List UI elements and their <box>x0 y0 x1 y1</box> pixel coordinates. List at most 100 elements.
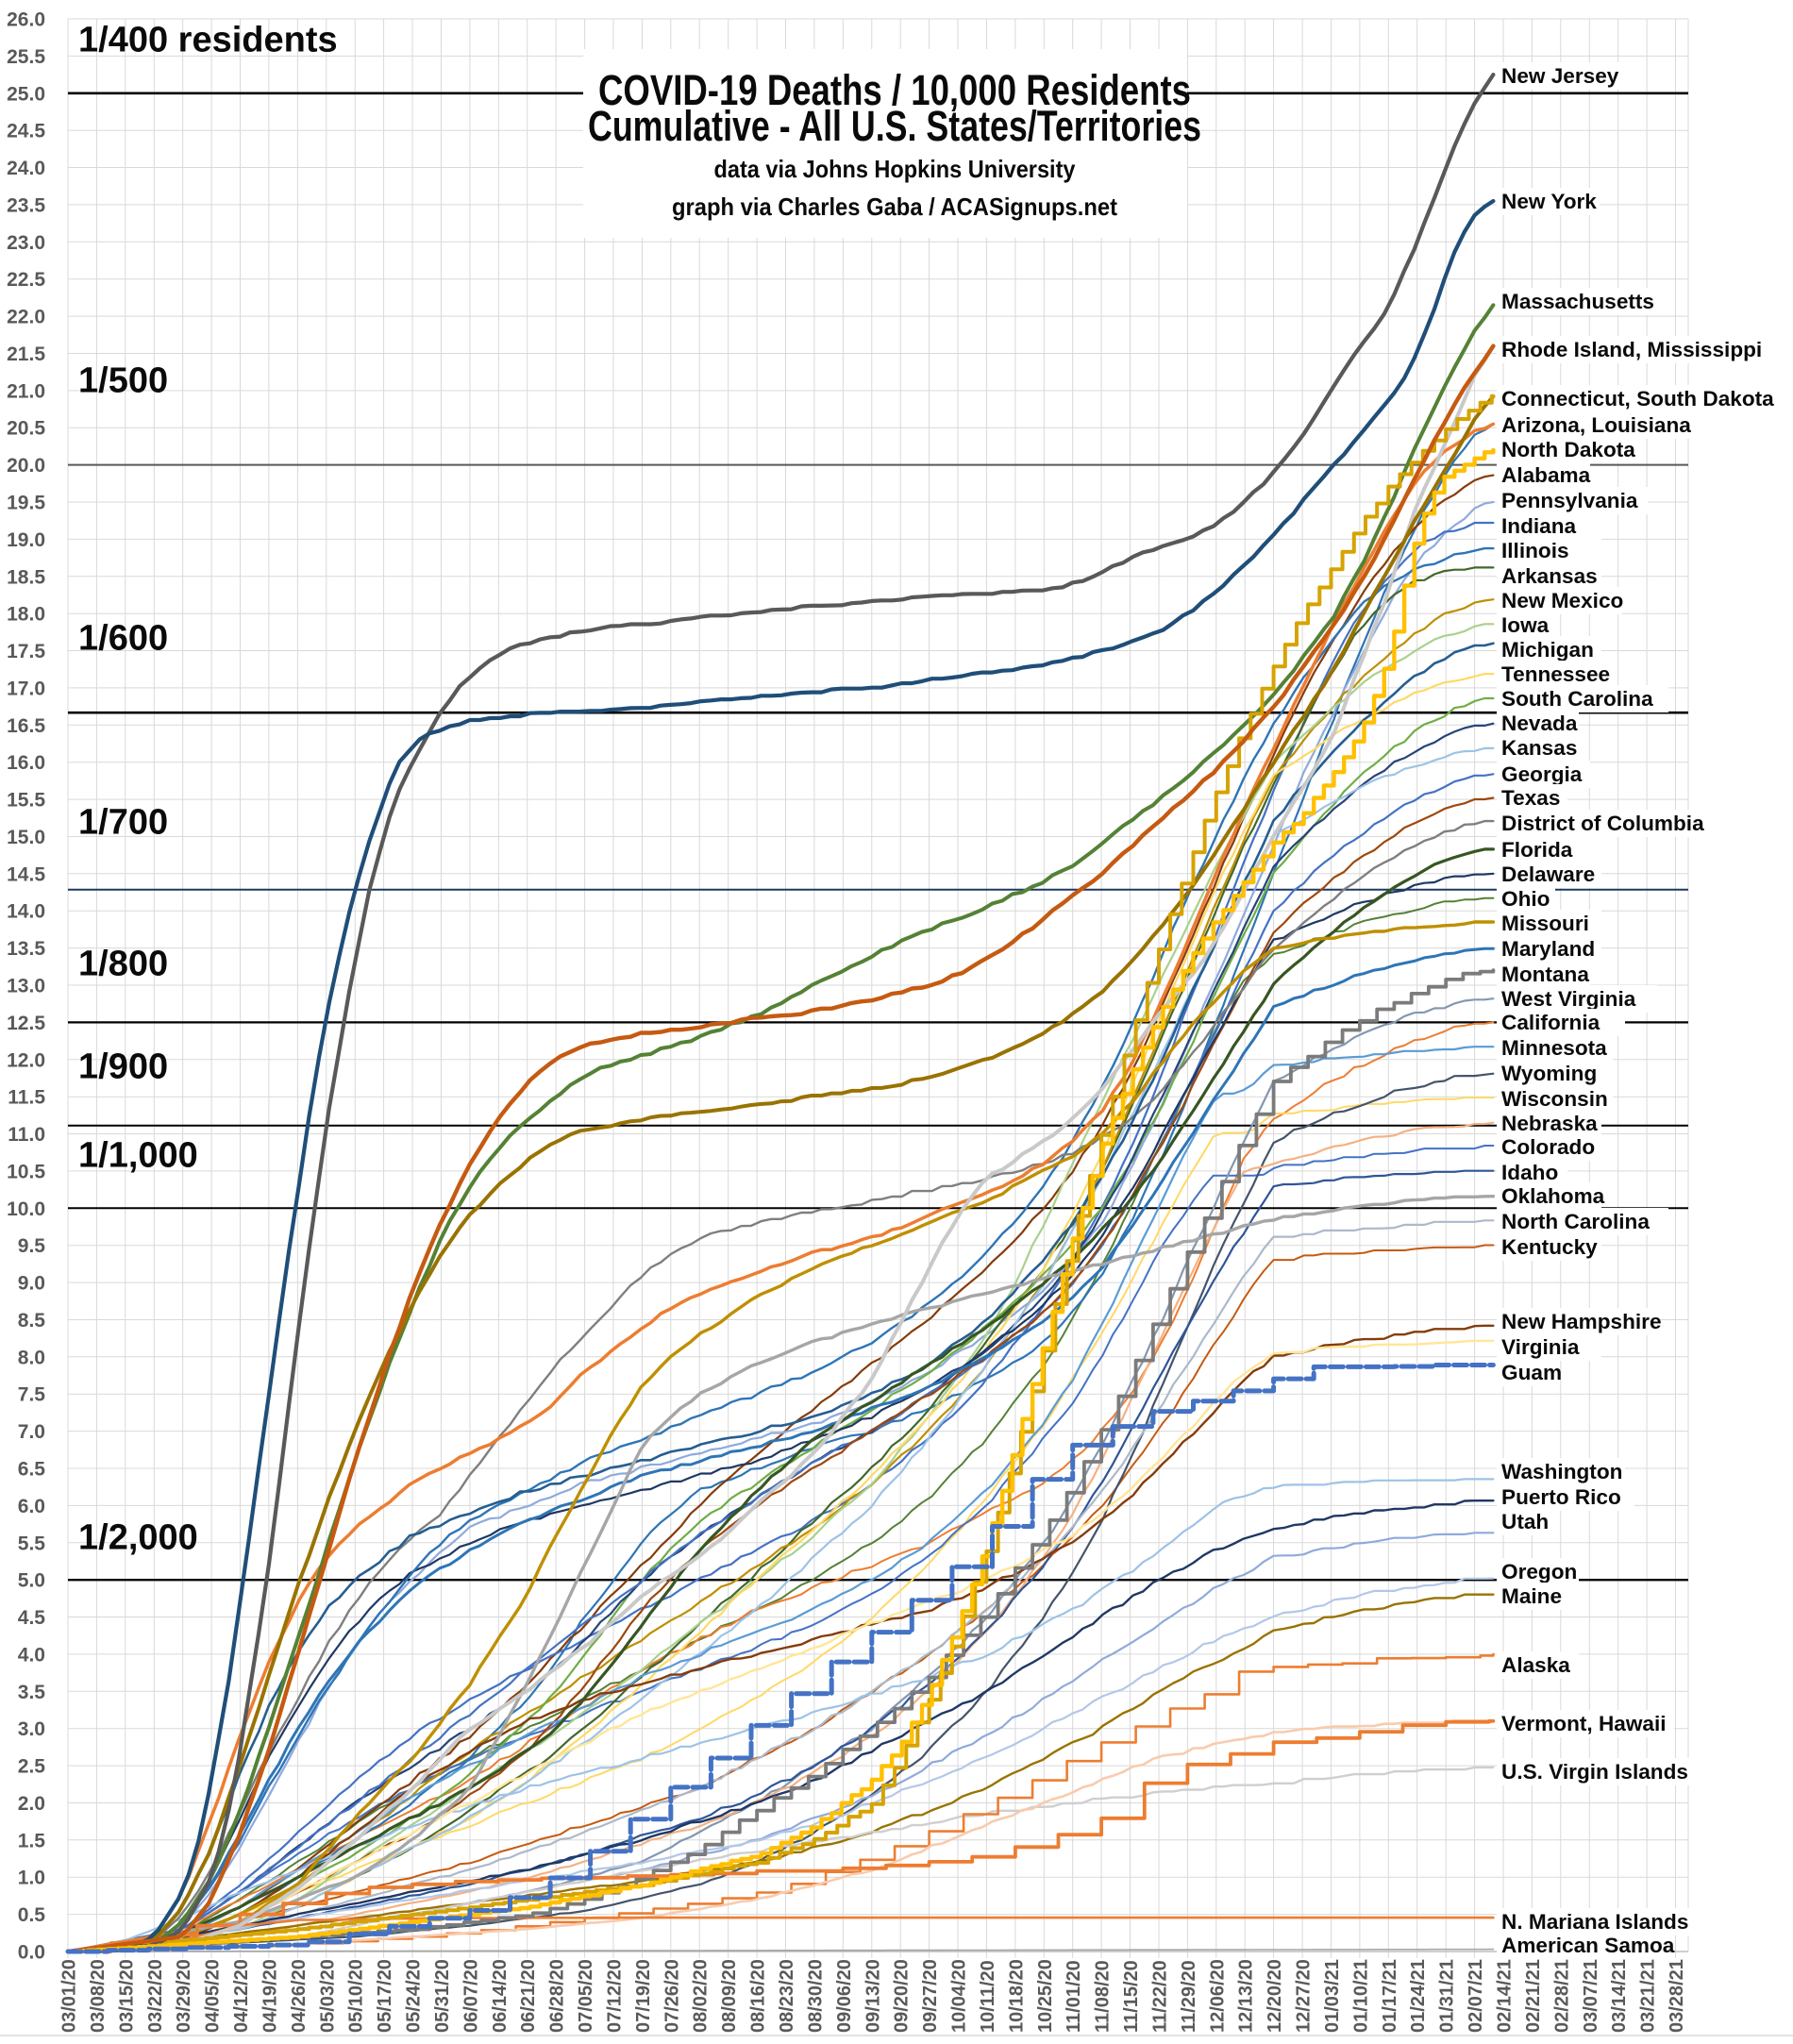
svg-text:4.5: 4.5 <box>18 1607 46 1629</box>
svg-text:Colorado: Colorado <box>1501 1135 1595 1159</box>
svg-text:12/13/20: 12/13/20 <box>1236 1959 1257 2033</box>
svg-text:23.0: 23.0 <box>7 232 45 254</box>
svg-text:Vermont, Hawaii: Vermont, Hawaii <box>1501 1712 1667 1735</box>
svg-text:12/20/20: 12/20/20 <box>1265 1959 1285 2033</box>
svg-text:01/17/21: 01/17/21 <box>1380 1959 1400 2033</box>
svg-text:07/05/20: 07/05/20 <box>576 1959 596 2033</box>
svg-text:11/15/20: 11/15/20 <box>1121 1960 1142 2033</box>
svg-text:13.5: 13.5 <box>7 938 45 960</box>
svg-text:7.0: 7.0 <box>18 1421 45 1443</box>
svg-text:08/30/20: 08/30/20 <box>805 1959 826 2033</box>
svg-text:10/25/20: 10/25/20 <box>1035 1959 1056 2033</box>
svg-text:1/600: 1/600 <box>78 619 168 659</box>
svg-text:01/10/21: 01/10/21 <box>1350 1959 1371 2033</box>
svg-text:03/21/21: 03/21/21 <box>1638 1959 1659 2033</box>
svg-text:15.5: 15.5 <box>7 790 45 812</box>
svg-text:Wisconsin: Wisconsin <box>1501 1087 1608 1111</box>
svg-text:1/2,000: 1/2,000 <box>78 1518 198 1558</box>
svg-text:07/26/20: 07/26/20 <box>662 1959 682 2033</box>
svg-text:08/16/20: 08/16/20 <box>748 1959 769 2033</box>
svg-text:graph via Charles Gaba / ACASi: graph via Charles Gaba / ACASignups.net <box>672 193 1117 221</box>
svg-text:01/31/21: 01/31/21 <box>1437 1959 1458 2033</box>
svg-text:04/05/20: 04/05/20 <box>203 1959 224 2033</box>
svg-text:24.0: 24.0 <box>7 158 45 179</box>
svg-text:Indiana: Indiana <box>1501 514 1577 538</box>
svg-text:7.5: 7.5 <box>18 1384 46 1406</box>
svg-text:California: California <box>1501 1011 1600 1034</box>
svg-text:Nevada: Nevada <box>1501 712 1578 735</box>
svg-text:1/900: 1/900 <box>78 1047 168 1087</box>
svg-text:New Mexico: New Mexico <box>1501 589 1623 612</box>
svg-text:Ohio: Ohio <box>1501 887 1550 911</box>
svg-text:21.0: 21.0 <box>7 380 45 402</box>
svg-text:Alaska: Alaska <box>1501 1653 1570 1677</box>
svg-text:18.5: 18.5 <box>7 566 45 588</box>
svg-text:12.0: 12.0 <box>7 1049 45 1071</box>
svg-text:9.5: 9.5 <box>18 1235 46 1257</box>
svg-text:Tennessee: Tennessee <box>1501 662 1610 686</box>
svg-text:0.0: 0.0 <box>18 1942 45 1964</box>
svg-text:data via Johns Hopkins Univers: data via Johns Hopkins University <box>714 155 1076 183</box>
svg-text:New Jersey: New Jersey <box>1501 64 1619 88</box>
svg-text:Illinois: Illinois <box>1501 539 1569 562</box>
svg-text:1/1,000: 1/1,000 <box>78 1136 198 1176</box>
svg-text:09/27/20: 09/27/20 <box>920 1959 941 2033</box>
svg-text:08/02/20: 08/02/20 <box>691 1959 712 2033</box>
svg-text:06/14/20: 06/14/20 <box>490 1959 511 2033</box>
svg-text:Missouri: Missouri <box>1501 912 1589 935</box>
svg-text:1/500: 1/500 <box>78 361 168 401</box>
svg-text:02/07/21: 02/07/21 <box>1466 1959 1486 2033</box>
svg-text:1/400 residents: 1/400 residents <box>78 21 338 60</box>
svg-text:6.5: 6.5 <box>18 1459 46 1481</box>
svg-text:10.0: 10.0 <box>7 1198 45 1220</box>
svg-text:15.0: 15.0 <box>7 827 45 848</box>
svg-text:District of Columbia: District of Columbia <box>1501 812 1704 835</box>
svg-text:8.5: 8.5 <box>18 1310 46 1332</box>
svg-text:08/23/20: 08/23/20 <box>777 1959 797 2033</box>
svg-text:Utah: Utah <box>1501 1510 1549 1533</box>
svg-text:New York: New York <box>1501 190 1597 213</box>
svg-text:04/26/20: 04/26/20 <box>289 1959 310 2033</box>
svg-text:11/29/20: 11/29/20 <box>1179 1960 1199 2033</box>
svg-text:2.0: 2.0 <box>18 1793 45 1815</box>
svg-text:05/03/20: 05/03/20 <box>317 1959 338 2033</box>
svg-text:02/14/21: 02/14/21 <box>1495 1959 1516 2033</box>
svg-text:05/31/20: 05/31/20 <box>432 1959 453 2033</box>
svg-text:06/28/20: 06/28/20 <box>547 1959 568 2033</box>
svg-text:10.5: 10.5 <box>7 1161 45 1182</box>
svg-text:04/12/20: 04/12/20 <box>231 1959 252 2033</box>
svg-text:Virginia: Virginia <box>1501 1335 1580 1359</box>
svg-text:Georgia: Georgia <box>1501 762 1583 786</box>
svg-text:02/21/21: 02/21/21 <box>1523 1959 1544 2033</box>
svg-text:22.0: 22.0 <box>7 307 45 328</box>
svg-text:24.5: 24.5 <box>7 121 45 142</box>
svg-text:Massachusetts: Massachusetts <box>1501 290 1654 313</box>
svg-text:Idaho: Idaho <box>1501 1161 1558 1184</box>
svg-text:10/11/20: 10/11/20 <box>978 1960 998 2033</box>
svg-text:03/15/20: 03/15/20 <box>116 1959 137 2033</box>
svg-text:Delaware: Delaware <box>1501 863 1595 886</box>
svg-text:8.0: 8.0 <box>18 1347 45 1368</box>
svg-text:03/14/21: 03/14/21 <box>1609 1959 1630 2033</box>
svg-text:05/10/20: 05/10/20 <box>346 1959 367 2033</box>
svg-text:Alabama: Alabama <box>1501 463 1591 487</box>
svg-text:20.5: 20.5 <box>7 418 45 440</box>
svg-text:Rhode Island, Mississippi: Rhode Island, Mississippi <box>1501 338 1762 361</box>
svg-text:06/07/20: 06/07/20 <box>461 1959 481 2033</box>
svg-text:5.5: 5.5 <box>18 1533 46 1554</box>
svg-text:South Carolina: South Carolina <box>1501 687 1653 711</box>
svg-text:14.5: 14.5 <box>7 863 45 885</box>
svg-text:Maine: Maine <box>1501 1584 1562 1608</box>
svg-text:Puerto Rico: Puerto Rico <box>1501 1485 1621 1509</box>
svg-text:16.5: 16.5 <box>7 715 45 737</box>
svg-text:Michigan: Michigan <box>1501 638 1594 662</box>
svg-text:American Samoa: American Samoa <box>1501 1934 1675 1957</box>
svg-text:Oklahoma: Oklahoma <box>1501 1184 1605 1208</box>
svg-text:03/29/20: 03/29/20 <box>174 1959 194 2033</box>
svg-text:03/28/21: 03/28/21 <box>1667 1959 1687 2033</box>
svg-text:Kansas: Kansas <box>1501 736 1577 760</box>
svg-text:N. Mariana Islands: N. Mariana Islands <box>1501 1910 1688 1934</box>
svg-text:1/700: 1/700 <box>78 803 168 843</box>
svg-text:01/03/21: 01/03/21 <box>1322 1959 1343 2033</box>
svg-text:13.0: 13.0 <box>7 976 45 997</box>
